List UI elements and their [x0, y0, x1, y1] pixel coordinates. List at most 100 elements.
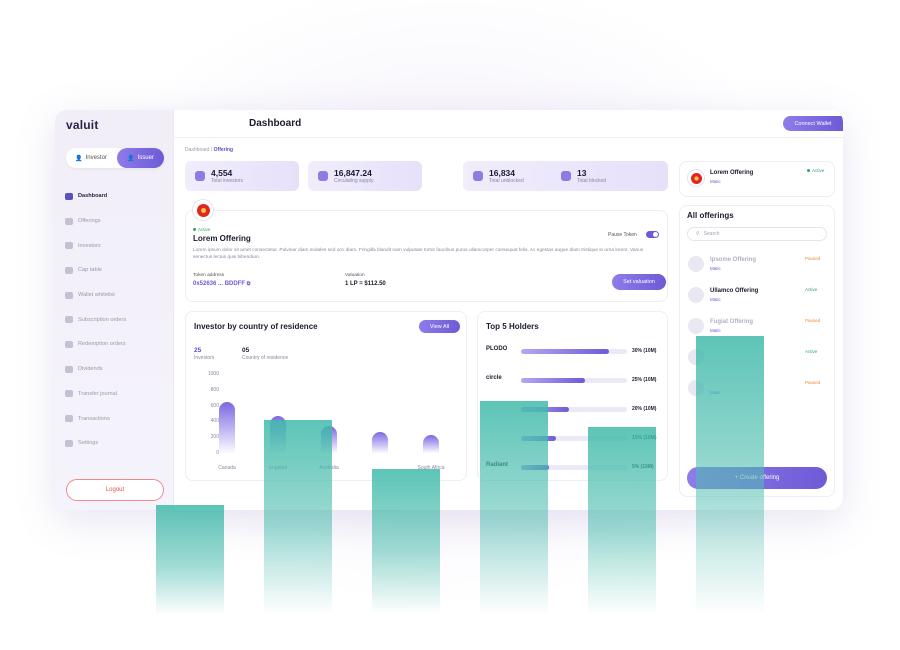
offering-avatar: [688, 287, 704, 303]
issuer-role-button[interactable]: 👤 Issuer: [117, 148, 164, 168]
countries-count: 05: [242, 347, 250, 354]
overlay-bar: [480, 400, 548, 615]
y-tick-label: 400: [210, 418, 219, 425]
search-input[interactable]: ⚲ Search: [687, 227, 827, 241]
offering-row-name[interactable]: Ipsome Offering: [710, 257, 757, 263]
connect-wallet-button[interactable]: Connect Wallet: [783, 116, 843, 131]
stat-label: Circulating supply: [334, 177, 374, 184]
stat-total-investors: 4,554 Total investors: [185, 161, 299, 191]
holder-percentage: 25% (10M): [632, 377, 657, 383]
chart-bar[interactable]: [219, 402, 235, 453]
sidebar-item-label: Redemption orders: [78, 341, 126, 348]
user-icon: 👤: [75, 155, 83, 162]
dividends-icon: [65, 365, 73, 373]
header-divider: [174, 137, 843, 138]
sidebar-item-label: Dividends: [78, 366, 103, 373]
transactions-icon: [65, 415, 73, 423]
y-tick-label: 200: [210, 434, 219, 441]
sidebar-item-transfer-journal[interactable]: Transfer journal: [65, 382, 170, 407]
token-address-value[interactable]: 0x52636 ... BDDFF ⧉: [193, 281, 251, 287]
sidebar-item-offerings[interactable]: Offerings: [65, 209, 170, 234]
offering-row-name[interactable]: Fugiat Offering: [710, 319, 753, 325]
investors-icon: [65, 242, 73, 250]
issuer-role-label: Issuer: [137, 155, 154, 161]
stat-unblocked-blocked: 16,834 Total unblocked 13 Total blocked: [463, 161, 668, 191]
sidebar-item-investors[interactable]: Investors: [65, 233, 170, 258]
sidebar-nav: Dashboard Offerings Investors Cap table Wall…: [65, 184, 170, 456]
set-valuation-button[interactable]: Set valuation: [612, 274, 666, 290]
top-offering-network: Matic: [710, 179, 721, 184]
sidebar-item-label: Investors: [78, 242, 101, 249]
copy-icon: ⧉: [246, 281, 251, 287]
chart-bar[interactable]: [423, 434, 439, 453]
offering-avatar: [688, 256, 704, 272]
investor-role-button[interactable]: 👤 Investor: [68, 148, 114, 168]
pause-token-label: Pause Token: [608, 232, 637, 238]
holder-bar-fill: [521, 349, 609, 354]
breadcrumb-root[interactable]: Dashboard: [185, 147, 210, 153]
offering-row-status: Paused: [805, 380, 821, 385]
token-address-label: Token address: [193, 273, 225, 278]
flower-icon: [690, 172, 702, 184]
top-offering-name: Lorem Offering: [710, 170, 754, 176]
sidebar-item-cap-table[interactable]: Cap table: [65, 258, 170, 283]
chart-bar[interactable]: [372, 431, 388, 453]
y-tick-label: 1000: [207, 371, 219, 377]
y-tick-label: 600: [210, 402, 219, 409]
stat-circulating-supply: 16,847.24 Circulating supply: [308, 161, 422, 191]
sidebar-item-label: Offerings: [78, 218, 101, 225]
investor-role-label: Investor: [85, 155, 107, 161]
offering-logo: [192, 199, 214, 221]
sidebar: valuit 👤 Investor 👤 Issuer Dashboard Offe…: [55, 110, 174, 510]
user-icon: 👤: [127, 155, 135, 162]
countries-count-label: Country of residence: [242, 355, 289, 361]
transfer-icon: [65, 390, 73, 398]
sidebar-item-wallet-whitelist[interactable]: Wallet whitelist: [65, 283, 170, 308]
subscription-icon: [65, 316, 73, 324]
top-offering-status: Active: [807, 168, 824, 173]
cap-table-icon: [65, 266, 73, 274]
offering-row-name[interactable]: Ullamco Offering: [710, 288, 759, 294]
settings-icon: [65, 439, 73, 447]
holder-bar-fill: [521, 378, 585, 383]
sidebar-item-label: Settings: [78, 440, 99, 447]
view-all-button[interactable]: View All: [419, 320, 460, 333]
holder-name: circle: [486, 375, 502, 381]
valuation-value: 1 LP = $112.50: [345, 281, 386, 287]
app-window: valuit 👤 Investor 👤 Issuer Dashboard Offe…: [55, 110, 843, 510]
top-offering-card[interactable]: [679, 161, 835, 197]
stat-value: 16,834: [489, 167, 515, 178]
sidebar-item-transactions[interactable]: Transactions: [65, 406, 170, 431]
unlock-icon: [473, 171, 483, 181]
sidebar-item-label: Subscription orders: [78, 316, 127, 323]
offering-row-status: Active: [805, 349, 818, 354]
sidebar-item-dashboard[interactable]: Dashboard: [65, 184, 170, 209]
investors-chart-title: Investor by country of residence: [194, 322, 318, 331]
offering-row-status: Paused: [805, 256, 821, 261]
lock-icon: [561, 171, 571, 181]
stat-value: 4,554: [211, 167, 233, 178]
sidebar-item-subscription-orders[interactable]: Subscription orders: [65, 307, 170, 332]
app-logo: valuit: [66, 118, 99, 132]
breadcrumb-current: Offering: [213, 147, 234, 153]
holders-title: Top 5 Holders: [486, 322, 539, 331]
y-tick-label: 0: [216, 450, 219, 456]
pause-token-toggle[interactable]: [646, 231, 659, 238]
x-category-label: Canada: [218, 465, 236, 471]
redemption-icon: [65, 340, 73, 348]
investors-count-label: Investors: [194, 355, 215, 361]
breadcrumb: Dashboard / Offering: [185, 147, 233, 153]
sidebar-item-dividends[interactable]: Dividends: [65, 357, 170, 382]
offering-row-status: Paused: [805, 318, 821, 323]
holder-bar: [521, 349, 627, 354]
sidebar-item-redemption-orders[interactable]: Redemption orders: [65, 332, 170, 357]
investors-count: 25: [194, 347, 202, 354]
x-category-label: South Africa: [411, 465, 451, 471]
logout-button[interactable]: Logout: [66, 479, 164, 501]
sidebar-item-settings[interactable]: Settings: [65, 431, 170, 456]
dashboard-icon: [65, 192, 73, 200]
valuation-label: Valuation: [345, 273, 365, 278]
search-placeholder: Search: [703, 231, 720, 237]
overlay-bar: [372, 468, 440, 615]
